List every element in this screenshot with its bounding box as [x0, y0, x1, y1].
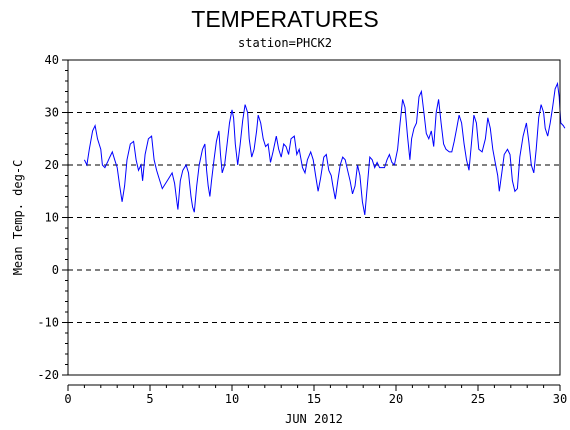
- y-tick-label: 0: [52, 263, 59, 277]
- chart-subtitle: station=PHCK2: [238, 36, 332, 50]
- chart-title: TEMPERATURES: [191, 6, 379, 32]
- y-tick-label: 10: [45, 211, 59, 225]
- grid-lines: [68, 59, 560, 376]
- x-tick-label: 5: [146, 392, 153, 406]
- y-tick-label: -10: [37, 316, 59, 330]
- x-tick-label: 10: [225, 392, 239, 406]
- x-axis-label: JUN 2012: [285, 412, 343, 426]
- plot-frame: [67, 59, 561, 376]
- x-tick-label: 30: [553, 392, 567, 406]
- x-tick-label: 25: [471, 392, 485, 406]
- y-tick-label: 30: [45, 106, 59, 120]
- x-tick-label: 0: [64, 392, 71, 406]
- y-tick-label: 40: [45, 53, 59, 67]
- y-axis-ticks: -20 -10 0 10 20 30 40: [37, 53, 68, 382]
- series-line: [83, 81, 566, 215]
- y-tick-label: 20: [45, 158, 59, 172]
- y-axis-label: Mean Temp. deg-C: [11, 160, 25, 276]
- y-tick-label: -20: [37, 368, 59, 382]
- x-axis-ticks: 0 5 10 15 20 25 30: [64, 384, 567, 406]
- x-tick-label: 15: [307, 392, 321, 406]
- x-tick-label: 20: [389, 392, 403, 406]
